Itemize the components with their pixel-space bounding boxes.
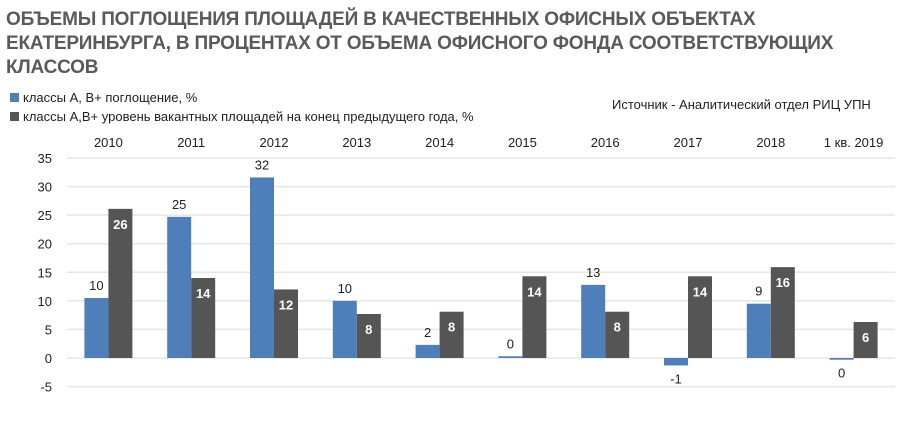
bar-vacancy — [770, 267, 795, 358]
bar-absorption — [84, 298, 109, 358]
data-label: 8 — [448, 320, 455, 335]
y-tick-label: 35 — [38, 151, 52, 166]
data-label: 16 — [776, 275, 790, 290]
data-label: 10 — [338, 281, 352, 296]
y-tick-label: 20 — [38, 237, 52, 252]
data-label: 8 — [365, 322, 372, 337]
y-tick-label: -5 — [40, 380, 52, 395]
bar-absorption — [250, 177, 274, 358]
y-tick-label: 25 — [38, 208, 52, 223]
bar-vacancy — [356, 314, 381, 358]
bar-vacancy — [688, 276, 712, 358]
legend-item-absorption: классы А, В+ поглощение, % — [10, 90, 197, 105]
legend-swatch-blue — [10, 93, 19, 102]
data-label: 9 — [755, 284, 762, 299]
legend-swatch-dark — [10, 112, 19, 121]
x-tick-label: 2010 — [94, 135, 123, 150]
y-tick-label: 10 — [38, 294, 52, 309]
legend-label: классы А, В+ поглощение, % — [23, 90, 198, 105]
x-tick-label: 1 кв. 2019 — [824, 135, 884, 150]
y-tick-label: 30 — [38, 180, 52, 195]
x-tick-label: 2011 — [177, 135, 205, 150]
bar-vacancy — [274, 289, 298, 358]
bar-vacancy — [439, 311, 464, 358]
data-label: 6 — [862, 330, 869, 345]
bar-vacancy — [108, 208, 133, 358]
y-tick-label: 5 — [45, 322, 52, 337]
data-label: 8 — [614, 320, 621, 335]
data-label: 10 — [89, 278, 103, 293]
y-tick-label: 15 — [38, 265, 52, 280]
bar-absorption — [167, 216, 192, 358]
legend-item-vacancy: классы А,В+ уровень вакантных площадей н… — [10, 109, 474, 124]
x-tick-label: 2012 — [260, 135, 289, 150]
data-label: 26 — [113, 217, 127, 232]
x-tick-label: 2013 — [342, 135, 371, 150]
data-label: 14 — [196, 286, 211, 301]
y-tick-label: 0 — [45, 351, 52, 366]
bar-vacancy — [191, 278, 216, 358]
bar-vacancy — [522, 276, 547, 358]
bar-absorption — [829, 358, 854, 360]
bar-absorption — [498, 356, 523, 358]
data-label: 0 — [507, 336, 514, 351]
data-label: 13 — [586, 265, 600, 280]
bar-absorption — [664, 358, 688, 366]
data-label: 12 — [279, 297, 293, 312]
bar-absorption — [415, 344, 440, 358]
chart-title: ОБЪЕМЫ ПОГЛОЩЕНИЯ ПЛОЩАДЕЙ В КАЧЕСТВЕННЫ… — [6, 9, 834, 78]
bar-absorption — [746, 303, 771, 358]
legend-label: классы А,В+ уровень вакантных площадей н… — [23, 109, 474, 124]
data-label: 32 — [255, 157, 269, 172]
data-label: 14 — [527, 284, 542, 299]
data-label: 14 — [693, 284, 708, 299]
data-label: 0 — [838, 366, 845, 381]
x-tick-label: 2017 — [674, 135, 703, 150]
x-tick-label: 2015 — [508, 135, 537, 150]
bar-absorption — [581, 284, 606, 358]
bar-vacancy — [853, 322, 878, 358]
x-tick-label: 2018 — [756, 135, 785, 150]
data-label: 25 — [172, 197, 186, 212]
x-tick-label: 2016 — [591, 135, 620, 150]
source-note: Источник - Аналитический отдел РИЦ УПН — [612, 97, 871, 112]
x-tick-label: 2014 — [425, 135, 454, 150]
bar-vacancy — [605, 311, 630, 358]
data-label: 2 — [424, 325, 431, 340]
data-label: -1 — [670, 371, 682, 386]
bar-absorption — [332, 300, 357, 358]
